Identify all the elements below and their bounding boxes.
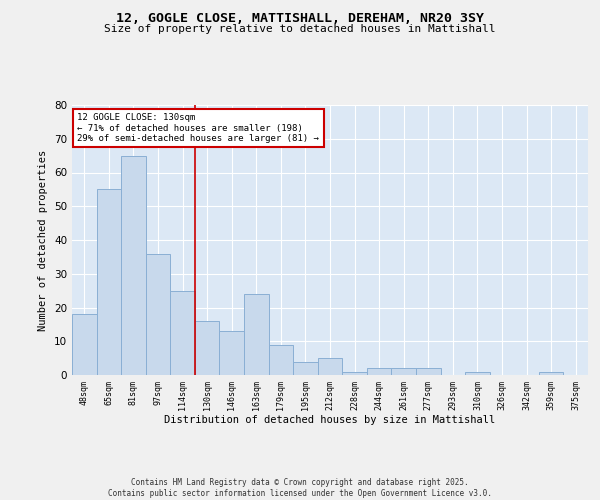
Bar [465,372,490,375]
Text: Size of property relative to detached houses in Mattishall: Size of property relative to detached ho… [104,24,496,34]
Text: 12, GOGLE CLOSE, MATTISHALL, DEREHAM, NR20 3SY: 12, GOGLE CLOSE, MATTISHALL, DEREHAM, NR… [116,12,484,26]
Bar [367,368,391,375]
Bar [293,362,318,375]
Bar [121,156,146,375]
Bar [269,344,293,375]
Bar [244,294,269,375]
Bar [416,368,440,375]
Text: Contains HM Land Registry data © Crown copyright and database right 2025.
Contai: Contains HM Land Registry data © Crown c… [108,478,492,498]
Bar [170,290,195,375]
Bar [318,358,342,375]
Bar [391,368,416,375]
Bar [97,190,121,375]
Bar [539,372,563,375]
X-axis label: Distribution of detached houses by size in Mattishall: Distribution of detached houses by size … [164,416,496,426]
Bar [220,331,244,375]
Bar [342,372,367,375]
Text: 12 GOGLE CLOSE: 130sqm
← 71% of detached houses are smaller (198)
29% of semi-de: 12 GOGLE CLOSE: 130sqm ← 71% of detached… [77,113,319,143]
Bar [195,321,220,375]
Bar [72,314,97,375]
Y-axis label: Number of detached properties: Number of detached properties [38,150,49,330]
Bar [146,254,170,375]
